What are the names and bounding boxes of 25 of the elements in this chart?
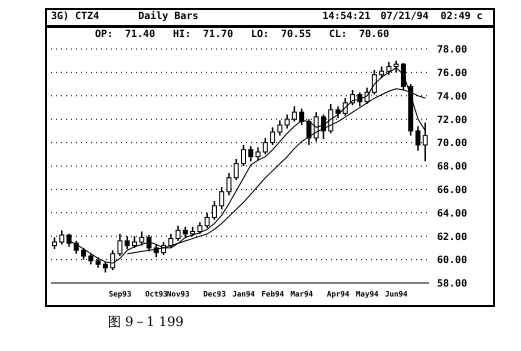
text: 71.70	[203, 29, 234, 42]
chart-title: 3G) CTZ4	[51, 11, 100, 24]
y-tick-label: 60.00	[437, 255, 468, 266]
text: 70.60	[359, 29, 390, 42]
y-tick-label: 74.00	[437, 91, 468, 102]
text: 71.40	[125, 29, 156, 42]
y-tick-label: 66.00	[437, 184, 468, 196]
chart-subtitle: Daily Bars	[138, 11, 200, 24]
text: OP:	[95, 29, 114, 42]
text: 07/21/94	[380, 11, 430, 24]
y-tick-label: 62.00	[437, 232, 468, 243]
text: HI:	[173, 29, 192, 42]
text: 02:49 c	[440, 11, 484, 24]
text: CL:	[329, 29, 348, 42]
text: 14:54:21	[322, 11, 372, 24]
y-tick-label: 58.00	[437, 278, 468, 290]
y-tick-label: 76.00	[437, 68, 468, 79]
y-tick-label: 72.00	[437, 114, 468, 126]
y-tick-label: 78.00	[437, 44, 468, 56]
y-tick-label: 70.00	[437, 138, 468, 150]
text: LO:	[251, 29, 270, 42]
y-tick-label: 68.00	[437, 162, 468, 173]
y-tick-label: 64.00	[437, 208, 468, 220]
caption: 图 9－1 199	[108, 314, 185, 331]
text: 70.55	[281, 29, 312, 42]
